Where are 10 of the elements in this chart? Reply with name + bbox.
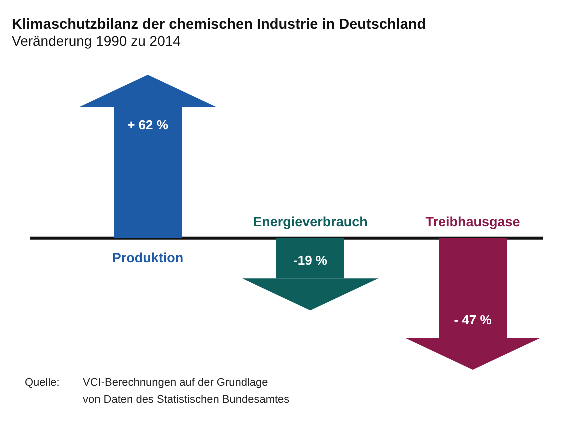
x-tick-label: Treibhausgase <box>426 214 521 230</box>
data-label: -19 % <box>294 253 328 268</box>
data-label: + 62 % <box>128 118 169 133</box>
x-tick-label: Produktion <box>112 250 184 266</box>
data-label: - 47 % <box>454 312 492 328</box>
chart-title: Klimaschutzbilanz der chemischen Industrie in Deutschland <box>12 17 426 33</box>
x-tick-label: Energieverbrauch <box>253 214 368 230</box>
chart-subtitle: Veränderung 1990 zu 2014 <box>12 33 182 49</box>
text: VCI-Berechnungen auf der Grundlage von Daten des Statistischen Bundesamtes <box>83 377 290 406</box>
source-note: Quelle: <box>25 377 60 389</box>
